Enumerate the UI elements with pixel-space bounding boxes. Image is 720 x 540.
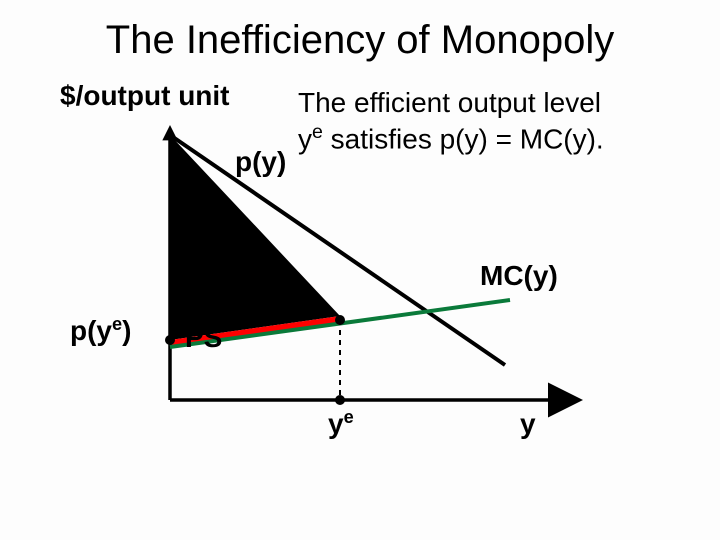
label-mc-y: MC(y) — [480, 260, 558, 291]
equilibrium-point — [335, 315, 345, 325]
label-ye: ye — [328, 407, 354, 439]
label-ps: PS — [185, 322, 222, 353]
projection-point — [335, 395, 345, 405]
caption-line1: The efficient output level — [298, 87, 601, 118]
price-point — [165, 335, 175, 345]
y-axis-label: $/output unit — [60, 80, 230, 112]
chart-svg: p(y) CS PS MC(y) p(ye) ye y — [60, 115, 620, 445]
label-p-ye: p(ye) — [70, 314, 131, 346]
label-p-y: p(y) — [235, 146, 286, 177]
label-y: y — [520, 408, 536, 439]
slide-title: The Inefficiency of Monopoly — [0, 18, 720, 63]
label-cs: CS — [190, 235, 229, 266]
